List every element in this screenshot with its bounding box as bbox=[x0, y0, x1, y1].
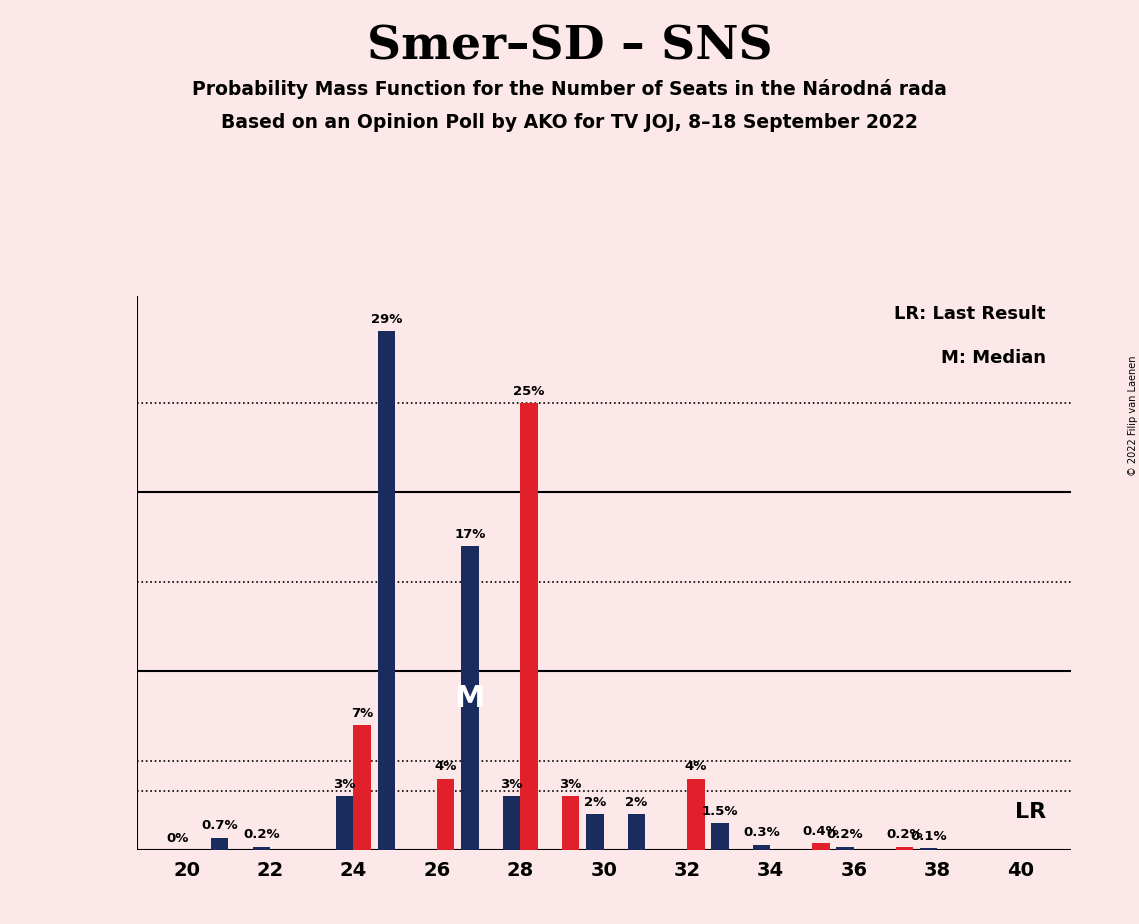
Text: 3%: 3% bbox=[500, 778, 523, 791]
Text: 0.7%: 0.7% bbox=[202, 820, 238, 833]
Text: 2%: 2% bbox=[584, 796, 606, 808]
Bar bbox=[587, 814, 604, 850]
Text: 4%: 4% bbox=[434, 760, 457, 773]
Text: M: M bbox=[454, 684, 485, 712]
Text: 0%: 0% bbox=[166, 832, 189, 845]
Bar bbox=[562, 796, 580, 850]
Bar bbox=[461, 546, 478, 850]
Bar bbox=[378, 332, 395, 850]
Bar bbox=[836, 846, 854, 850]
Text: 0.4%: 0.4% bbox=[803, 824, 839, 837]
Text: M: Median: M: Median bbox=[941, 349, 1046, 368]
Text: LR: Last Result: LR: Last Result bbox=[894, 305, 1046, 322]
Bar bbox=[253, 846, 270, 850]
Bar bbox=[521, 403, 538, 850]
Text: 3%: 3% bbox=[334, 778, 355, 791]
Text: 17%: 17% bbox=[454, 528, 485, 541]
Text: 0.1%: 0.1% bbox=[910, 830, 947, 843]
Bar bbox=[753, 845, 770, 850]
Bar bbox=[812, 843, 829, 850]
Text: 29%: 29% bbox=[371, 313, 402, 326]
Bar bbox=[211, 837, 229, 850]
Bar bbox=[687, 779, 705, 850]
Bar bbox=[437, 779, 454, 850]
Text: © 2022 Filip van Laenen: © 2022 Filip van Laenen bbox=[1129, 356, 1138, 476]
Text: 7%: 7% bbox=[351, 707, 374, 720]
Bar bbox=[336, 796, 353, 850]
Bar bbox=[895, 846, 913, 850]
Text: 0.2%: 0.2% bbox=[827, 828, 863, 841]
Text: 25%: 25% bbox=[514, 384, 544, 397]
Text: 4%: 4% bbox=[685, 760, 707, 773]
Bar bbox=[919, 848, 937, 850]
Text: Based on an Opinion Poll by AKO for TV JOJ, 8–18 September 2022: Based on an Opinion Poll by AKO for TV J… bbox=[221, 113, 918, 132]
Text: Probability Mass Function for the Number of Seats in the Národná rada: Probability Mass Function for the Number… bbox=[192, 79, 947, 99]
Text: 0.3%: 0.3% bbox=[744, 826, 780, 839]
Text: 2%: 2% bbox=[625, 796, 648, 808]
Text: 0.2%: 0.2% bbox=[243, 828, 280, 841]
Text: 1.5%: 1.5% bbox=[702, 805, 738, 818]
Bar bbox=[502, 796, 521, 850]
Bar bbox=[353, 725, 371, 850]
Text: LR: LR bbox=[1015, 802, 1046, 821]
Text: 3%: 3% bbox=[559, 778, 582, 791]
Bar bbox=[628, 814, 646, 850]
Text: Smer–SD – SNS: Smer–SD – SNS bbox=[367, 23, 772, 69]
Bar bbox=[711, 823, 729, 850]
Text: 0.2%: 0.2% bbox=[886, 828, 923, 841]
